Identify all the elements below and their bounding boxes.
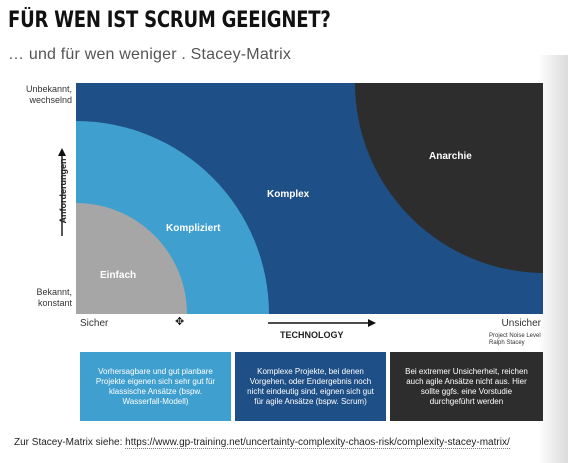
x-axis-title: TECHNOLOGY (280, 330, 344, 340)
stacey-matrix: Anarchie Komplex Kompliziert Einfach (76, 83, 543, 314)
y-axis-top-label: Unbekannt, wechselnd (25, 84, 72, 105)
footer-reference: Zur Stacey-Matrix siehe: https://www.gp-… (14, 437, 510, 449)
matrix-credit: Project Noise Level Ralph Stacey (489, 333, 541, 346)
slide-title: FÜR WEN IST SCRUM GEEIGNET? (8, 8, 331, 33)
y-axis-arrow (58, 148, 66, 236)
background-shade (538, 55, 568, 463)
zone-label-kompliziert: Kompliziert (166, 223, 221, 234)
description-box-chaos: Bei extremer Unsicherheit, reichen auch … (390, 352, 543, 421)
zone-anarchie-area (355, 83, 543, 273)
slide-subtitle: … und für wen weniger . Stacey-Matrix (8, 46, 292, 63)
zone-label-einfach: Einfach (100, 270, 137, 281)
description-box-classic: Vorhersagbare und gut planbare Projekte … (80, 352, 231, 421)
y-axis: Anforderungen (52, 148, 72, 238)
x-axis-right-label: Unsicher (501, 318, 541, 329)
y-axis-bottom-label: Bekannt, konstant (36, 287, 72, 308)
move-cursor-icon: ✥ (175, 316, 185, 328)
zone-einfach-area (76, 203, 187, 314)
zone-label-komplex: Komplex (267, 189, 310, 200)
zone-label-anarchie: Anarchie (429, 151, 472, 162)
footer-prefix: Zur Stacey-Matrix siehe: (14, 437, 126, 448)
x-axis-left-label: Sicher (80, 318, 109, 329)
x-axis-arrow (268, 319, 376, 327)
matrix-graphic (76, 83, 543, 314)
y-axis-title: Anforderungen (58, 158, 68, 224)
description-box-agile: Komplexe Projekte, bei denen Vorgehen, o… (235, 352, 386, 421)
footer-link[interactable]: https://www.gp-training.net/uncertainty-… (125, 437, 510, 449)
